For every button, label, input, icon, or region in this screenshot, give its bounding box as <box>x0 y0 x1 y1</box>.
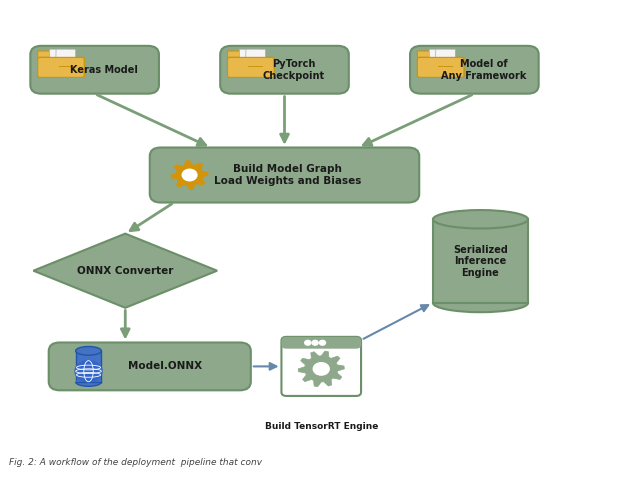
Polygon shape <box>436 49 455 58</box>
FancyBboxPatch shape <box>281 337 361 348</box>
FancyBboxPatch shape <box>220 46 349 94</box>
Circle shape <box>312 340 318 345</box>
Ellipse shape <box>75 347 101 355</box>
Polygon shape <box>417 51 435 58</box>
Ellipse shape <box>75 378 101 386</box>
Polygon shape <box>171 161 208 190</box>
Polygon shape <box>239 49 260 58</box>
FancyBboxPatch shape <box>49 343 251 390</box>
Polygon shape <box>33 234 217 308</box>
Ellipse shape <box>433 210 528 228</box>
Text: Model of
Any Framework: Model of Any Framework <box>441 59 527 80</box>
Polygon shape <box>429 49 449 58</box>
Polygon shape <box>38 51 55 58</box>
FancyBboxPatch shape <box>417 58 464 77</box>
Text: Fig. 2: A workflow of the deployment  pipeline that conv: Fig. 2: A workflow of the deployment pip… <box>9 458 262 467</box>
Polygon shape <box>56 49 75 58</box>
FancyBboxPatch shape <box>150 148 419 202</box>
FancyBboxPatch shape <box>281 337 361 396</box>
Circle shape <box>305 340 311 345</box>
FancyBboxPatch shape <box>30 46 159 94</box>
Polygon shape <box>49 49 70 58</box>
Text: PyTorch
Checkpoint: PyTorch Checkpoint <box>263 59 324 80</box>
Text: Build Model Graph
Load Weights and Biases: Build Model Graph Load Weights and Biase… <box>214 164 362 186</box>
Text: ONNX Converter: ONNX Converter <box>77 266 174 276</box>
Text: Serialized
Inference
Engine: Serialized Inference Engine <box>453 244 508 278</box>
Polygon shape <box>298 351 344 387</box>
FancyBboxPatch shape <box>417 58 464 77</box>
FancyBboxPatch shape <box>38 58 84 77</box>
Circle shape <box>320 340 326 345</box>
Bar <box>433 219 528 303</box>
Circle shape <box>75 361 102 382</box>
FancyBboxPatch shape <box>227 58 274 77</box>
Text: Build TensorRT Engine: Build TensorRT Engine <box>265 422 378 431</box>
Ellipse shape <box>433 294 528 312</box>
Text: Model.ONNX: Model.ONNX <box>128 362 202 371</box>
Circle shape <box>313 363 329 375</box>
Circle shape <box>182 169 197 181</box>
Bar <box>75 351 101 382</box>
Text: Keras Model: Keras Model <box>70 65 138 75</box>
FancyBboxPatch shape <box>410 46 539 94</box>
FancyBboxPatch shape <box>227 58 274 77</box>
Polygon shape <box>227 51 245 58</box>
Polygon shape <box>246 49 266 58</box>
FancyBboxPatch shape <box>38 58 84 77</box>
